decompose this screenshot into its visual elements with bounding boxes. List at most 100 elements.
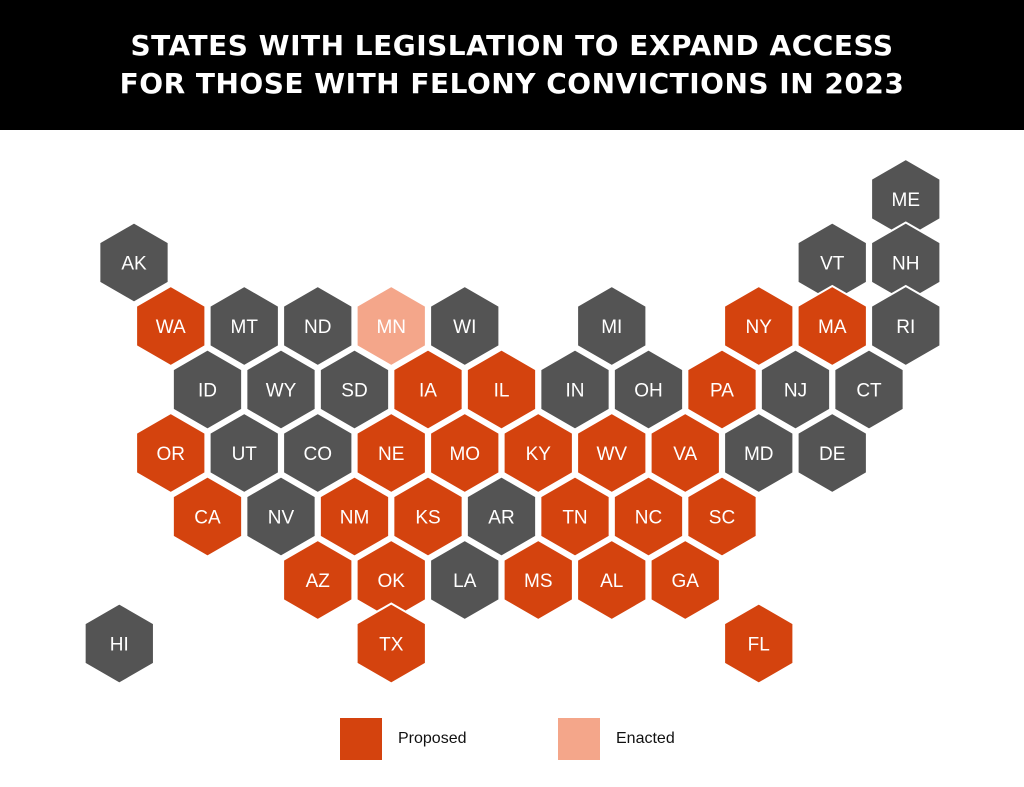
state-hex-ne: NE bbox=[355, 411, 427, 495]
state-hex-shape bbox=[135, 411, 207, 495]
state-hex-mi: MI bbox=[576, 284, 648, 368]
state-label: OR bbox=[157, 444, 186, 465]
state-hex-shape bbox=[723, 284, 795, 368]
state-label: MD bbox=[744, 444, 774, 465]
state-label: WA bbox=[156, 317, 186, 338]
state-hex-shape bbox=[245, 348, 317, 431]
state-hex-ak: AK bbox=[98, 221, 170, 304]
state-hex-tx: TX bbox=[355, 602, 427, 685]
state-label: VA bbox=[673, 444, 697, 465]
state-hex-shape bbox=[98, 221, 170, 304]
state-hex-shape bbox=[429, 538, 501, 622]
state-hex-shape bbox=[318, 475, 391, 558]
state-label: MT bbox=[231, 317, 259, 338]
state-hex-co: CO bbox=[282, 411, 354, 495]
state-hex-fl: FL bbox=[723, 602, 795, 685]
state-label: ME bbox=[892, 190, 921, 211]
state-hex-or: OR bbox=[135, 411, 207, 495]
state-label: CT bbox=[856, 381, 882, 402]
state-hex-al: AL bbox=[576, 538, 648, 622]
state-hex-shape bbox=[833, 348, 905, 431]
state-hex-nj: NJ bbox=[759, 348, 832, 431]
state-label: MS bbox=[524, 571, 553, 592]
state-label: UT bbox=[232, 444, 258, 465]
state-label: NJ bbox=[784, 381, 807, 402]
state-hex-ut: UT bbox=[208, 411, 280, 495]
state-label: OK bbox=[378, 571, 406, 592]
state-hex-shape bbox=[796, 411, 868, 495]
state-hex-hi: HI bbox=[83, 602, 155, 685]
state-hex-shape bbox=[759, 348, 832, 431]
state-label: TN bbox=[562, 508, 587, 529]
state-hex-nc: NC bbox=[612, 475, 685, 558]
state-hex-shape bbox=[649, 538, 721, 622]
state-hex-ia: IA bbox=[392, 348, 464, 431]
state-hex-shape bbox=[392, 475, 464, 558]
state-hex-shape bbox=[171, 348, 244, 431]
state-hex-shape bbox=[171, 475, 244, 558]
legend-swatch-enacted bbox=[558, 718, 600, 760]
state-hex-ga: GA bbox=[649, 538, 721, 622]
state-hex-il: IL bbox=[465, 348, 538, 431]
state-hex-shape bbox=[612, 475, 685, 558]
state-hex-shape bbox=[355, 284, 427, 368]
state-hex-shape bbox=[539, 475, 611, 558]
state-label: CO bbox=[304, 444, 333, 465]
state-label: ND bbox=[304, 317, 331, 338]
state-label: WY bbox=[266, 381, 297, 402]
state-label: ID bbox=[198, 381, 217, 402]
state-hex-shape bbox=[282, 284, 354, 368]
state-label: VT bbox=[820, 254, 845, 275]
state-label: OH bbox=[634, 381, 663, 402]
title-banner: STATES WITH LEGISLATION TO EXPAND ACCESS… bbox=[0, 0, 1024, 130]
legend-swatch-proposed bbox=[340, 718, 382, 760]
state-hex-nm: NM bbox=[318, 475, 391, 558]
state-hex-md: MD bbox=[723, 411, 795, 495]
state-hex-shape bbox=[208, 411, 280, 495]
state-hex-shape bbox=[429, 284, 501, 368]
state-label: HI bbox=[110, 635, 129, 656]
state-label: NH bbox=[892, 254, 919, 275]
legend-item-proposed: Proposed bbox=[340, 718, 467, 760]
legend: Proposed Enacted bbox=[0, 718, 1024, 762]
state-hex-wa: WA bbox=[135, 284, 207, 368]
state-label: GA bbox=[672, 571, 700, 592]
title-line-1: STATES WITH LEGISLATION TO EXPAND ACCESS bbox=[130, 29, 894, 62]
state-hex-shape bbox=[723, 602, 795, 685]
state-label: FL bbox=[748, 635, 770, 656]
state-label: AZ bbox=[306, 571, 331, 592]
state-hex-shape bbox=[355, 411, 427, 495]
state-label: NC bbox=[635, 508, 662, 529]
state-hex-ky: KY bbox=[502, 411, 574, 495]
legend-item-enacted: Enacted bbox=[558, 718, 675, 760]
state-label: RI bbox=[896, 317, 915, 338]
state-label: IL bbox=[494, 381, 510, 402]
state-label: NV bbox=[268, 508, 295, 529]
state-hex-ct: CT bbox=[833, 348, 905, 431]
state-label: NE bbox=[378, 444, 404, 465]
state-hex-id: ID bbox=[171, 348, 244, 431]
state-hex-mn: MN bbox=[355, 284, 427, 368]
state-label: KS bbox=[415, 508, 440, 529]
state-label: MI bbox=[601, 317, 622, 338]
state-hex-shape bbox=[282, 538, 354, 622]
state-label: AK bbox=[121, 254, 147, 275]
state-hex-ma: MA bbox=[796, 284, 868, 368]
state-hex-mt: MT bbox=[208, 284, 280, 368]
state-hex-shape bbox=[392, 348, 464, 431]
legend-label-enacted: Enacted bbox=[616, 730, 675, 747]
state-label: SC bbox=[709, 508, 735, 529]
state-hex-shape bbox=[429, 411, 501, 495]
state-label: NY bbox=[746, 317, 773, 338]
state-hex-ks: KS bbox=[392, 475, 464, 558]
state-hex-ok: OK bbox=[355, 538, 427, 622]
state-hex-shape bbox=[465, 475, 538, 558]
state-hex-shape bbox=[686, 475, 758, 558]
state-label: KY bbox=[526, 444, 552, 465]
state-hex-shape bbox=[355, 602, 427, 685]
state-hex-shape bbox=[135, 284, 207, 368]
state-hex-ar: AR bbox=[465, 475, 538, 558]
state-hex-shape bbox=[83, 602, 155, 685]
state-hex-ca: CA bbox=[171, 475, 244, 558]
